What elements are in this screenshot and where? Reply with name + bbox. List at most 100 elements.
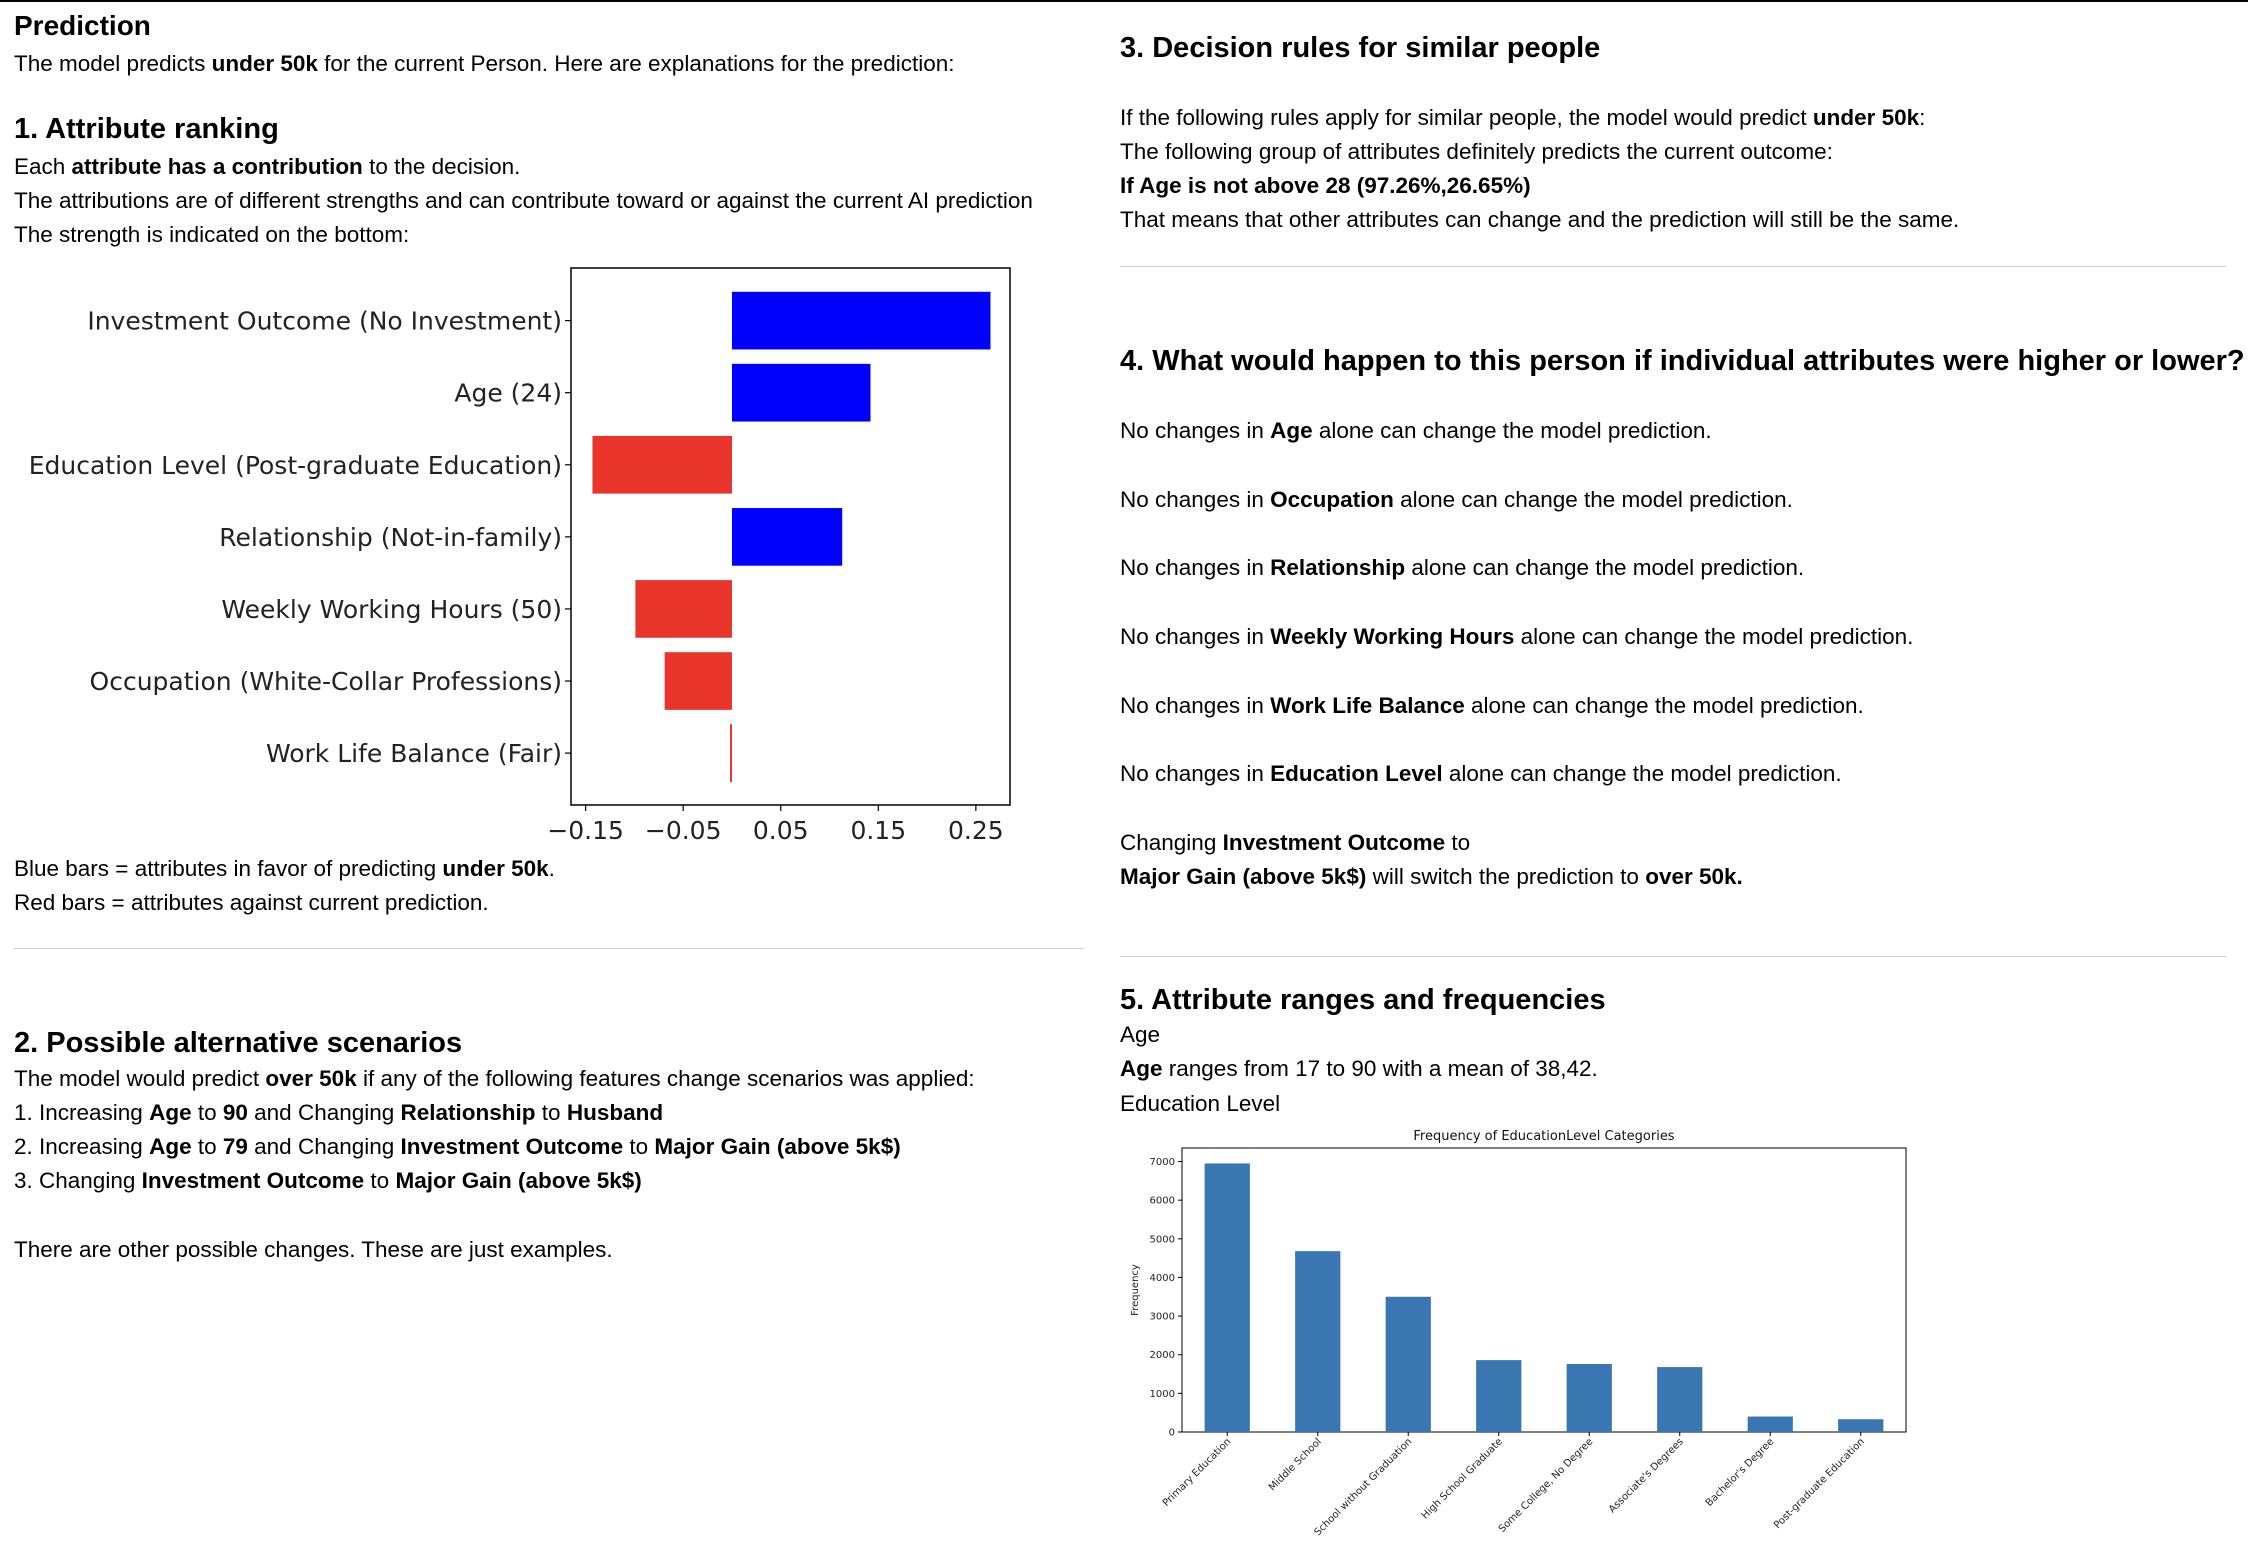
text-segment: to	[191, 1100, 223, 1125]
text-segment: alone can change the model prediction.	[1393, 487, 1793, 512]
whatif-item: No changes in Work Life Balance alone ca…	[1120, 689, 1864, 723]
attr-education-label: Education Level	[1120, 1091, 1281, 1116]
text-segment: 1. Increasing	[14, 1100, 150, 1125]
text-segment: No changes in	[1120, 761, 1271, 786]
bold-segment: Age	[1120, 1056, 1163, 1081]
text-segment: No changes in	[1120, 693, 1271, 718]
bold-segment: Occupation	[1270, 487, 1394, 512]
attribution-bar	[730, 724, 732, 782]
text-segment: .	[548, 856, 555, 881]
x-tick-label: Post-graduate Education	[1772, 1436, 1867, 1531]
age-range-line: Age ranges from 17 to 90 with a mean of …	[1120, 1052, 1598, 1086]
text-segment: Changing	[1120, 830, 1223, 855]
education-frequency-chart: Frequency of EducationLevel Categories 0 1…	[1130, 1129, 1907, 1538]
text-segment: will switch the prediction to	[1366, 864, 1646, 889]
bold-segment: attribute has a contribution	[71, 154, 363, 179]
bold-segment: Education Level	[1270, 761, 1443, 786]
section3-line1: If the following rules apply for similar…	[1120, 101, 1925, 135]
y-tick-label: Age (24)	[454, 379, 562, 408]
text-segment: to	[364, 1168, 396, 1193]
text-segment: If the following rules apply for similar…	[1120, 105, 1813, 130]
bold-segment: Weekly Working Hours	[1270, 624, 1515, 649]
plot-frame	[1181, 1147, 1907, 1433]
bold-segment: Major Gain (above 5k$)	[1120, 864, 1367, 889]
x-tick-label: Bachelor's Degree	[1704, 1436, 1777, 1509]
bold-segment: Age	[1270, 418, 1313, 443]
y-tick-label: Work Life Balance (Fair)	[266, 739, 562, 768]
frequency-bar	[1476, 1360, 1522, 1432]
text-segment: 2. Increasing	[14, 1134, 150, 1159]
y-tick-label: 3000	[1150, 1312, 1175, 1323]
frequency-bar	[1747, 1416, 1793, 1432]
y-axis-label: Frequency	[1130, 1264, 1141, 1316]
bold-segment: under 50k	[442, 856, 549, 881]
bold-segment: Investment Outcome	[1222, 830, 1446, 855]
text-segment: and Changing	[247, 1100, 401, 1125]
x-tick-label: Middle School	[1267, 1436, 1324, 1493]
bold-segment: Age	[149, 1134, 192, 1159]
prediction-title: Prediction	[14, 10, 151, 41]
y-tick-label: 4000	[1150, 1273, 1175, 1284]
section2-intro: The model would predict over 50k if any …	[14, 1062, 975, 1096]
frequency-bar	[1657, 1367, 1703, 1432]
y-tick-label: Relationship (Not-in-family)	[219, 523, 562, 552]
y-tick-label: 0	[1169, 1428, 1175, 1439]
frequency-bar	[1295, 1251, 1341, 1432]
attribution-bar	[592, 435, 732, 494]
scenario-item: 1. Increasing Age to 90 and Changing Rel…	[14, 1096, 663, 1130]
attribution-bar	[731, 291, 991, 350]
text-segment: No changes in	[1120, 487, 1271, 512]
text-segment: to	[623, 1134, 655, 1159]
bold-segment: 90	[222, 1100, 248, 1125]
legend-red: Red bars = attributes against current pr…	[14, 890, 489, 915]
y-tick-label: 7000	[1150, 1157, 1175, 1168]
whatif-item: No changes in Weekly Working Hours alone…	[1120, 620, 1913, 654]
text-segment: The model would predict	[14, 1066, 266, 1091]
change-line1: Changing Investment Outcome to	[1120, 826, 1470, 860]
y-tick-label: 5000	[1150, 1234, 1175, 1245]
bold-segment: 79	[222, 1134, 248, 1159]
bold-segment: Major Gain (above 5k$)	[654, 1134, 901, 1159]
attribution-bar	[635, 580, 732, 638]
divider	[1120, 956, 2226, 957]
whatif-item: No changes in Relationship alone can cha…	[1120, 551, 1804, 585]
y-tick-label: 2000	[1150, 1350, 1175, 1361]
x-tick-label: Primary Education	[1161, 1436, 1234, 1509]
section3-title: 3. Decision rules for similar people	[1120, 32, 1601, 64]
x-tick-label: High School Graduate	[1420, 1436, 1505, 1521]
bold-segment: Relationship	[1270, 555, 1406, 580]
section2-footer: There are other possible changes. These …	[14, 1237, 613, 1262]
change-line2: Major Gain (above 5k$) will switch the p…	[1120, 860, 1743, 894]
section3-line4: That means that other attributes can cha…	[1120, 207, 1960, 232]
attribute-ranking-chart: Investment Outcome (No Investment) Age (2…	[29, 267, 1011, 845]
bold-segment: Investment Outcome	[400, 1134, 624, 1159]
text-segment: to	[191, 1134, 223, 1159]
bold-segment: Work Life Balance	[1270, 693, 1465, 718]
text-segment: to	[535, 1100, 567, 1125]
text-segment: Each	[14, 154, 72, 179]
bold-segment: Investment Outcome	[141, 1168, 365, 1193]
text-segment: No changes in	[1120, 555, 1271, 580]
text-segment: if any of the following features change …	[356, 1066, 975, 1091]
frequency-bar	[1204, 1163, 1250, 1432]
section4-title: 4. What would happen to this person if i…	[1120, 345, 2245, 377]
bold-segment: over 50k.	[1645, 864, 1743, 889]
whatif-item: No changes in Education Level alone can …	[1120, 757, 1842, 791]
x-tick-label: School without Graduation	[1312, 1436, 1414, 1538]
bold-segment: Husband	[566, 1100, 664, 1125]
section1-line1: Each attribute has a contribution to the…	[14, 150, 520, 184]
text-segment: alone can change the model prediction.	[1405, 555, 1805, 580]
attribution-bar	[731, 508, 843, 566]
x-tick-label: −0.15	[547, 816, 624, 845]
text-segment: for the current Person. Here are explana…	[317, 51, 955, 76]
text-segment: The model predicts	[14, 51, 212, 76]
frequency-bar	[1838, 1419, 1884, 1432]
bold-segment: Relationship	[400, 1100, 536, 1125]
legend-blue: Blue bars = attributes in favor of predi…	[14, 852, 555, 886]
y-tick-label: Occupation (White-Collar Professions)	[90, 667, 562, 696]
text-segment: Blue bars = attributes in favor of predi…	[14, 856, 443, 881]
whatif-item: No changes in Age alone can change the m…	[1120, 414, 1712, 448]
text-segment: :	[1919, 105, 1926, 130]
y-tick-label: 1000	[1150, 1389, 1175, 1400]
bold-segment: over 50k	[265, 1066, 357, 1091]
